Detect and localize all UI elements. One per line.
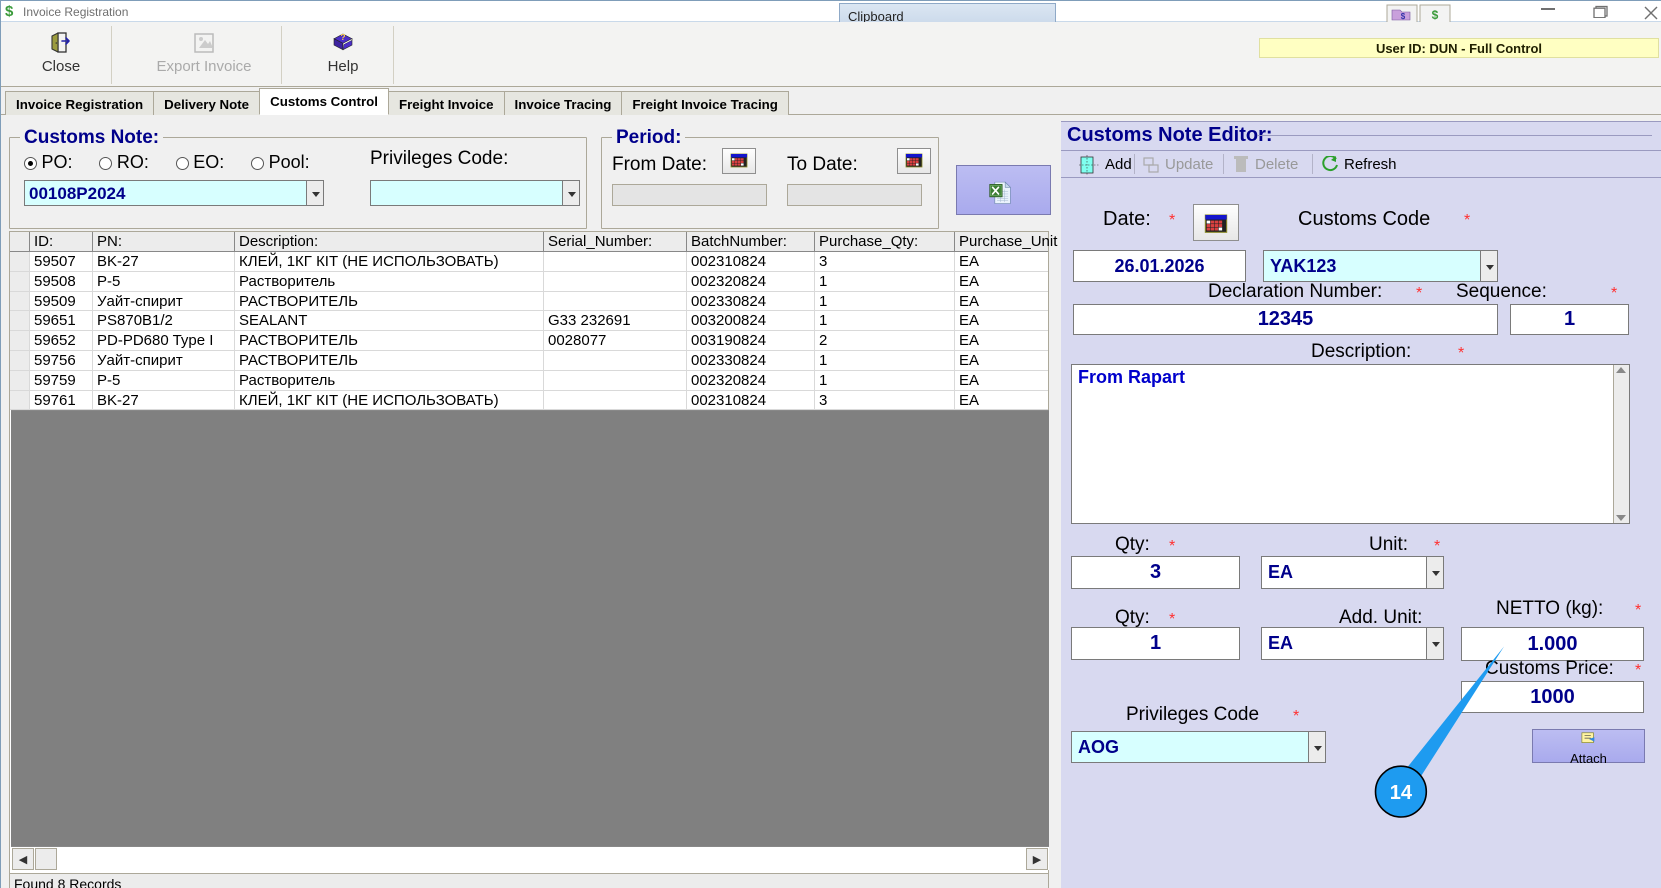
svg-text:$: $: [1432, 8, 1439, 22]
svg-text:14: 14: [1390, 782, 1413, 804]
svg-text:$: $: [1401, 12, 1406, 21]
svg-text:?: ?: [340, 32, 345, 42]
